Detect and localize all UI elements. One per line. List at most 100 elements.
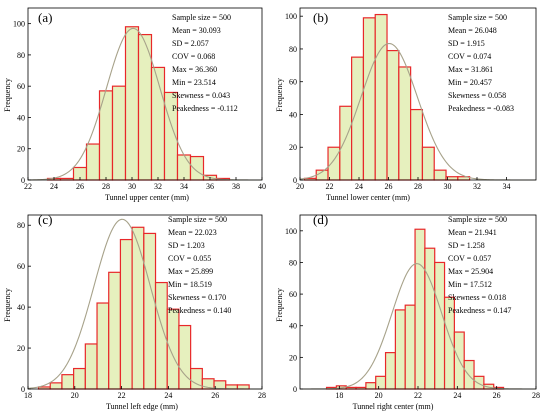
y-tick-label: 40 [17,113,25,122]
x-tick-label: 22 [118,391,126,400]
y-axis-label: Frequency [3,288,12,322]
stat-peakedness: Peakedness = -0.083 [448,104,514,113]
y-tick-label: 60 [17,262,25,271]
x-tick-label: 24 [453,391,461,400]
stat-mean: Mean = 30.093 [172,26,221,35]
y-tick-label: 40 [289,322,297,331]
y-tick-label: 40 [289,110,297,119]
histogram-bar [434,261,446,390]
stat-sample-size: Sample size = 500 [172,13,231,22]
x-tick-label: 40 [258,182,266,191]
stat-sd: SD = 2.057 [172,39,209,48]
histogram-bar [473,375,485,390]
y-tick-label: 100 [285,227,297,236]
x-tick-label: 26 [211,391,219,400]
histogram-bar [189,155,205,181]
histogram-bar [124,26,140,181]
y-tick-label: 20 [289,143,297,152]
stat-sd: SD = 1.203 [168,241,205,250]
histogram-bar [150,66,166,181]
x-tick-label: 30 [128,182,136,191]
x-tick-label: 24 [50,182,58,191]
histogram-bar [398,66,412,181]
panel-label: (c) [38,212,52,227]
histogram-bar [365,382,377,390]
histogram-bar [73,367,86,390]
x-tick-label: 26 [76,182,84,191]
stats-box: Sample size = 500 Mean = 26.048 SD = 1.9… [448,13,514,113]
histogram-bar [394,309,406,390]
x-tick-label: 28 [414,182,422,191]
histogram-bar [143,232,157,390]
y-tick-label: 60 [17,82,25,91]
y-tick-label: 40 [17,303,25,312]
y-tick-label: 60 [289,78,297,87]
stat-peakedness: Peakedness = -0.112 [172,104,238,113]
panel-a: (a) Frequency Tunnel upper center (mm) S… [3,7,266,202]
y-tick-label: 100 [285,12,297,21]
histogram-bar [410,108,424,181]
plot-frame [27,7,263,181]
x-tick-label: 34 [180,182,188,191]
stat-cov: COV = 0.074 [448,52,491,61]
stat-max: Max = 25.904 [448,267,493,276]
histogram-bar [166,308,180,390]
y-tick-label: 20 [17,145,25,154]
stat-max: Max = 31.861 [448,65,493,74]
histogram-bar [384,352,396,390]
x-tick-label: 28 [102,182,110,191]
y-tick-label: 20 [289,353,297,362]
panel-c: (c) Frequency Tunnel left edge (mm) Samp… [3,212,266,411]
stat-min: Min = 18.519 [168,280,212,289]
histogram-bar [49,382,63,390]
histogram-bar [131,226,145,390]
y-tick-label: 100 [13,20,25,29]
x-tick-label: 28 [258,391,266,400]
stat-skewness: Skewness = 0.058 [448,91,506,100]
x-tick-label: 36 [206,182,214,191]
stat-min: Min = 23.514 [172,78,216,87]
x-tick-label: 20 [71,391,79,400]
stat-sample-size: Sample size = 500 [448,215,507,224]
histogram-bar [85,143,101,181]
x-tick-label: 34 [503,182,511,191]
stats-box: Sample size = 500 Mean = 22.023 SD = 1.2… [168,215,231,315]
y-tick-label: 0 [293,176,297,185]
x-tick-label: 18 [335,391,343,400]
stat-sample-size: Sample size = 500 [168,215,227,224]
x-tick-label: 26 [385,182,393,191]
panel-d: (d) Frequency Tunnel right center (mm) S… [275,212,540,411]
stat-max: Max = 25.899 [168,267,213,276]
x-tick-label: 22 [326,182,334,191]
histogram-bar [374,13,388,181]
stat-cov: COV = 0.068 [172,52,215,61]
histogram-bar [84,343,98,390]
histogram-bar [433,169,447,181]
histogram-bar [213,380,227,390]
normal-fit-curve [27,27,262,181]
x-tick-label: 20 [296,182,304,191]
y-tick-label: 0 [21,176,25,185]
y-tick-label: 80 [289,258,297,267]
y-axis-label: Frequency [275,288,284,322]
histogram-bar [108,271,122,390]
histogram-bar [111,85,127,181]
x-tick-label: 22 [24,182,32,191]
stat-peakedness: Peakedness = 0.147 [448,306,511,315]
y-axis-label: Frequency [3,78,12,112]
stat-sd: SD = 1.915 [448,39,485,48]
x-tick-label: 18 [24,391,32,400]
x-tick-label: 26 [493,391,501,400]
x-axis-label: Tunnel lower center (mm) [326,193,410,202]
stat-mean: Mean = 21.941 [448,228,497,237]
stat-peakedness: Peakedness = 0.140 [168,306,231,315]
panel-label: (d) [313,212,328,227]
stat-mean: Mean = 22.023 [168,228,217,237]
stats-box: Sample size = 500 Mean = 30.093 SD = 2.0… [172,13,238,113]
stat-sample-size: Sample size = 500 [448,13,507,22]
histogram-bar [414,228,426,390]
histogram-bar [424,247,436,390]
panel-label: (b) [313,10,328,25]
histogram-bar [404,304,416,390]
x-tick-label: 38 [232,182,240,191]
